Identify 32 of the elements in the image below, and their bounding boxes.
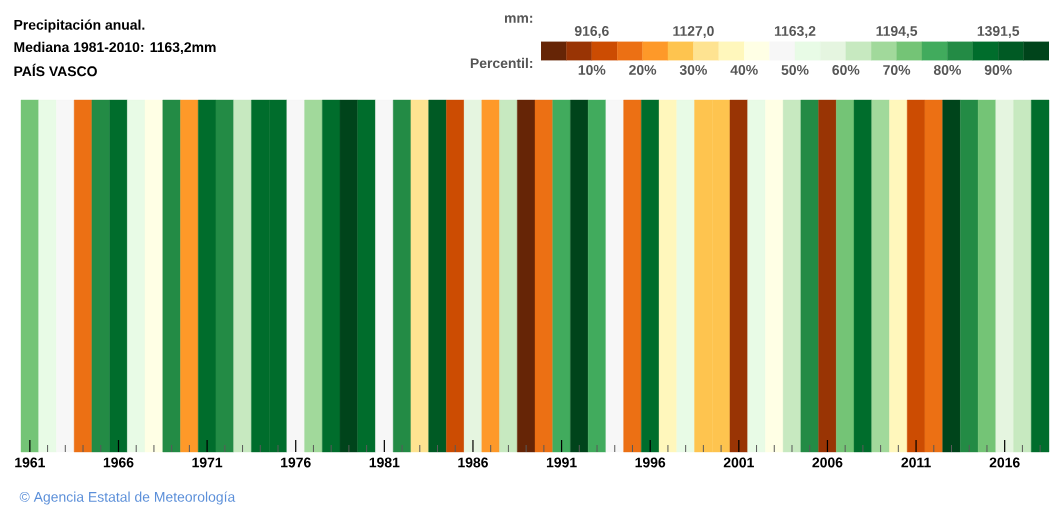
x-tick-label: 2001	[723, 457, 754, 468]
x-tick-label: 1986	[458, 457, 488, 468]
x-tick-label: 1981	[369, 457, 400, 468]
text: Percentil:	[470, 57, 533, 69]
color-bar-label: 80%	[933, 65, 961, 75]
chart-title: Precipitación anual.	[14, 19, 145, 33]
x-tick-label: 2011	[901, 457, 931, 468]
x-tick-label: 1976	[281, 457, 311, 468]
x-tick-label: 1996	[635, 457, 666, 468]
x-tick-label: 1991	[546, 457, 577, 468]
x-tick-label: 1961	[15, 457, 45, 468]
text: 916,6	[574, 26, 609, 38]
color-bar-label: 30%	[679, 65, 707, 75]
x-tick-label: 1971	[192, 457, 223, 468]
chart-subtitle: Mediana 1981-2010: 1163,2mm	[14, 41, 216, 55]
color-bar-label: 10%	[578, 65, 606, 75]
x-tick-label: 2016	[989, 457, 1020, 468]
color-bar-label: 20%	[629, 65, 657, 75]
text: 1391,5	[977, 26, 1020, 38]
color-bar-label: 40%	[730, 65, 758, 75]
color-bar-label: 70%	[883, 65, 911, 75]
text: 1127,0	[673, 26, 714, 38]
color-bar-label: 60%	[832, 65, 860, 75]
text: 1194,5	[876, 26, 918, 38]
text: mm:	[504, 15, 533, 23]
text: 1163,2	[774, 26, 816, 38]
text: PAÍS VASCO	[14, 63, 97, 77]
text: © Agencia Estatal de Meteorología	[19, 491, 236, 505]
color-bar-label: 90%	[984, 65, 1012, 75]
color-bar-label: 50%	[781, 65, 809, 75]
x-tick-label: 1966	[103, 457, 134, 468]
x-tick-label: 2006	[812, 457, 843, 468]
